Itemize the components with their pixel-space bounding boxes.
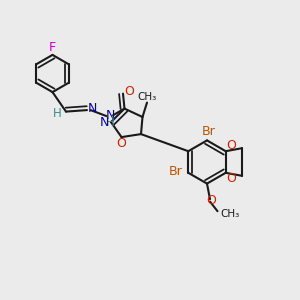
Text: O: O [125, 85, 134, 98]
Text: H: H [106, 116, 115, 129]
Text: O: O [226, 139, 236, 152]
Text: CH₃: CH₃ [220, 209, 240, 219]
Text: Br: Br [169, 165, 183, 178]
Text: O: O [226, 172, 236, 185]
Text: CH₃: CH₃ [137, 92, 157, 102]
Text: O: O [116, 137, 126, 150]
Text: N: N [100, 116, 109, 129]
Text: O: O [207, 194, 216, 207]
Text: N: N [87, 102, 97, 115]
Text: N: N [105, 109, 115, 122]
Text: F: F [49, 41, 56, 54]
Text: Br: Br [202, 125, 215, 138]
Text: H: H [53, 107, 62, 121]
